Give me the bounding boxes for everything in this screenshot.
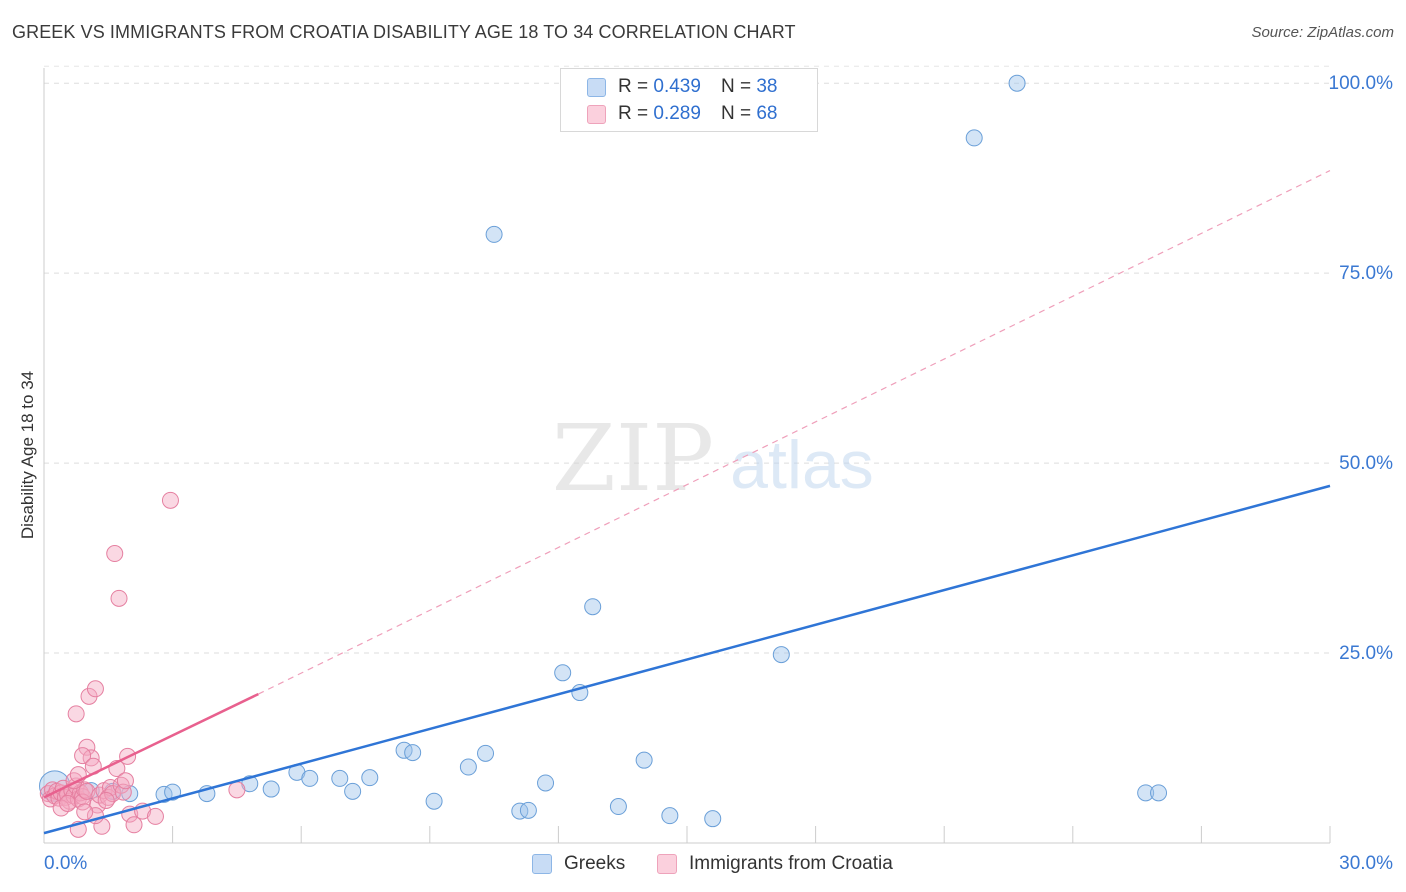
legend-n-value: 68 — [756, 103, 778, 124]
greeks-point — [301, 769, 319, 787]
croatia-point — [228, 781, 246, 799]
greeks-point — [361, 769, 379, 787]
legend-swatch-croatia — [657, 854, 677, 874]
y-tick-label: 75.0% — [1339, 263, 1393, 284]
croatia-point — [86, 680, 104, 698]
tick-labels: 25.0% 50.0% 75.0% 100.0% 0.0% 30.0% — [44, 73, 1393, 874]
greeks-point — [459, 758, 477, 776]
greeks-trend-line — [43, 484, 1331, 835]
x-tick-label: 0.0% — [44, 853, 87, 874]
legend-item-croatia: Immigrants from Croatia — [657, 853, 893, 875]
trend-lines — [43, 170, 1331, 835]
legend-n-label: N = — [720, 76, 752, 97]
y-tick-label: 25.0% — [1339, 643, 1393, 664]
croatia-trend-line — [43, 692, 259, 799]
watermark: ZIP atlas — [552, 405, 874, 512]
croatia-trend-extension — [258, 170, 1331, 695]
legend-label-croatia: Immigrants from Croatia — [689, 853, 893, 874]
greeks-point — [344, 782, 362, 800]
greeks-point — [519, 801, 537, 819]
axes — [43, 68, 1331, 844]
legend-swatch-croatia — [587, 104, 606, 124]
greeks-point — [477, 744, 495, 762]
croatia-point — [97, 791, 115, 809]
watermark-atlas: atlas — [730, 427, 874, 503]
chart-title: GREEK VS IMMIGRANTS FROM CROATIA DISABIL… — [12, 22, 796, 42]
croatia-point — [146, 807, 164, 825]
legend-row-greeks: R = 0.439 N = 38 — [587, 75, 777, 99]
legend-row-croatia: R = 0.289 N = 68 — [587, 102, 777, 126]
greeks-point — [584, 598, 602, 616]
croatia-point — [125, 816, 143, 834]
legend-swatch-greeks — [587, 77, 606, 97]
greeks-point — [1150, 784, 1168, 802]
x-tick-label: 30.0% — [1339, 853, 1393, 874]
legend-swatch-greeks — [532, 854, 552, 874]
croatia-point — [106, 545, 124, 563]
y-tick-label: 100.0% — [1329, 73, 1394, 94]
legend-item-greeks: Greeks — [532, 853, 625, 875]
croatia-point — [116, 772, 134, 790]
croatia-point — [161, 491, 179, 509]
greeks-point — [965, 129, 983, 147]
greeks-point — [772, 646, 790, 664]
grid-lines — [44, 65, 1330, 654]
croatia-point — [67, 705, 85, 723]
watermark-zip: ZIP — [552, 405, 714, 512]
croatia-point — [78, 738, 96, 756]
legend-label-greeks: Greeks — [564, 853, 626, 874]
greeks-point — [661, 807, 679, 825]
greeks-point — [537, 774, 555, 792]
legend-r-label: R = — [618, 76, 649, 97]
greeks-point — [425, 792, 443, 810]
croatia-point — [110, 589, 128, 607]
croatia-point — [59, 794, 77, 812]
croatia-point — [74, 747, 92, 765]
stats-legend: R = 0.439 N = 38 R = 0.289 N = 68 — [560, 68, 818, 132]
greeks-point — [635, 751, 653, 769]
legend-n-label: N = — [720, 103, 752, 124]
legend-r-value: 0.439 — [653, 76, 701, 97]
greeks-point — [404, 744, 422, 762]
greeks-point — [1008, 74, 1026, 92]
legend-n-value: 38 — [756, 76, 778, 97]
legend-r-value: 0.289 — [653, 103, 701, 124]
source-label: Source: ZipAtlas.com — [1251, 24, 1394, 41]
greeks-point — [704, 810, 722, 828]
y-tick-label: 50.0% — [1339, 453, 1393, 474]
greeks-point — [609, 798, 627, 816]
legend-r-label: R = — [618, 103, 649, 124]
greeks-point — [331, 769, 349, 787]
greeks-point — [511, 802, 529, 820]
croatia-point — [76, 803, 94, 821]
series-legend: Greeks Immigrants from Croatia — [0, 850, 1406, 878]
greeks-point — [262, 780, 280, 798]
greeks-point — [554, 664, 572, 682]
greeks-point — [485, 225, 503, 243]
greeks-point — [1137, 784, 1155, 802]
croatia-point — [78, 782, 96, 800]
greeks-points — [39, 74, 1168, 828]
